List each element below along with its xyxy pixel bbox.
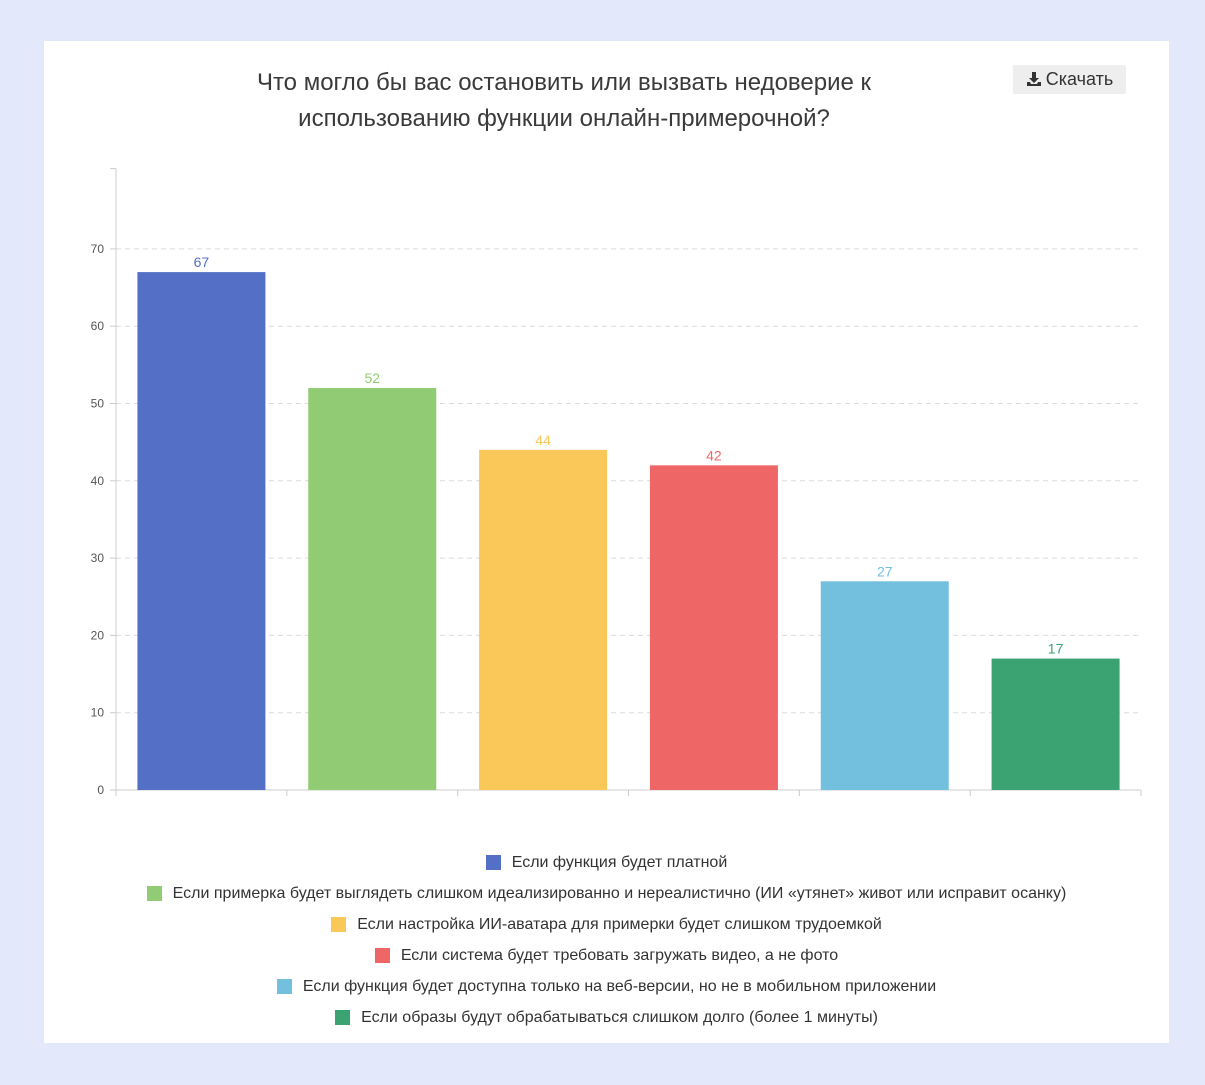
bar-chart: 0 10 20 30 40 50 60 70 67 52 44 42 27 17	[91, 168, 1142, 797]
data-label: 67	[194, 254, 210, 270]
legend-swatch	[331, 917, 347, 932]
data-label: 44	[535, 432, 551, 448]
legend-label: Если система будет требовать загружать в…	[400, 946, 839, 964]
y-tick-label: 50	[91, 397, 105, 411]
legend-label: Если примерка будет выглядеть слишком ид…	[172, 884, 1067, 902]
bar	[137, 272, 266, 791]
y-tick-label: 20	[91, 628, 105, 642]
legend-swatch	[485, 855, 501, 870]
y-tick-label: 70	[91, 242, 105, 256]
download-button[interactable]: Скачать	[1013, 65, 1126, 94]
legend-swatch	[374, 948, 390, 963]
data-label: 27	[877, 563, 893, 579]
download-icon	[1026, 72, 1041, 86]
chart-title: Что могло бы вас остановить или вызвать …	[224, 65, 904, 137]
legend-label: Если настройка ИИ-аватара для примерки б…	[357, 915, 882, 933]
legend-label: Если образы будут обрабатываться слишком…	[361, 1008, 878, 1026]
legend-swatch	[335, 1010, 351, 1025]
legend-item[interactable]: Если функция будет платной	[44, 847, 1169, 878]
legend-swatch	[276, 979, 292, 994]
y-tick-label: 40	[91, 474, 105, 488]
data-label: 52	[364, 370, 380, 386]
download-label: Скачать	[1045, 69, 1114, 89]
bar	[649, 465, 778, 790]
legend-item[interactable]: Если примерка будет выглядеть слишком ид…	[44, 878, 1169, 909]
legend-item[interactable]: Если функция будет доступна только на ве…	[44, 971, 1169, 1002]
legend-item[interactable]: Если образы будут обрабатываться слишком…	[44, 1002, 1169, 1033]
y-tick-label: 60	[91, 319, 105, 333]
bar	[308, 388, 437, 790]
data-label: 42	[706, 447, 722, 463]
data-label: 17	[1048, 641, 1064, 657]
y-tick-label: 30	[91, 551, 105, 565]
legend-item[interactable]: Если настройка ИИ-аватара для примерки б…	[44, 909, 1169, 940]
bar	[991, 658, 1120, 790]
legend-swatch	[146, 886, 162, 901]
chart-title-line-1: Что могло бы вас остановить или вызвать …	[256, 69, 872, 96]
bar	[479, 449, 608, 790]
chart-title-line-2: использованию функции онлайн-примерочной…	[298, 105, 830, 132]
chart-card: Что могло бы вас остановить или вызвать …	[44, 41, 1169, 1043]
legend-label: Если функция будет платной	[511, 853, 728, 871]
chart-legend: Если функция будет платной Если примерка …	[44, 847, 1169, 1033]
bar	[820, 581, 949, 790]
y-tick-label: 10	[91, 706, 105, 720]
legend-label: Если функция будет доступна только на ве…	[302, 977, 937, 995]
y-tick-label: 0	[97, 783, 104, 797]
legend-item[interactable]: Если система будет требовать загружать в…	[44, 940, 1169, 971]
